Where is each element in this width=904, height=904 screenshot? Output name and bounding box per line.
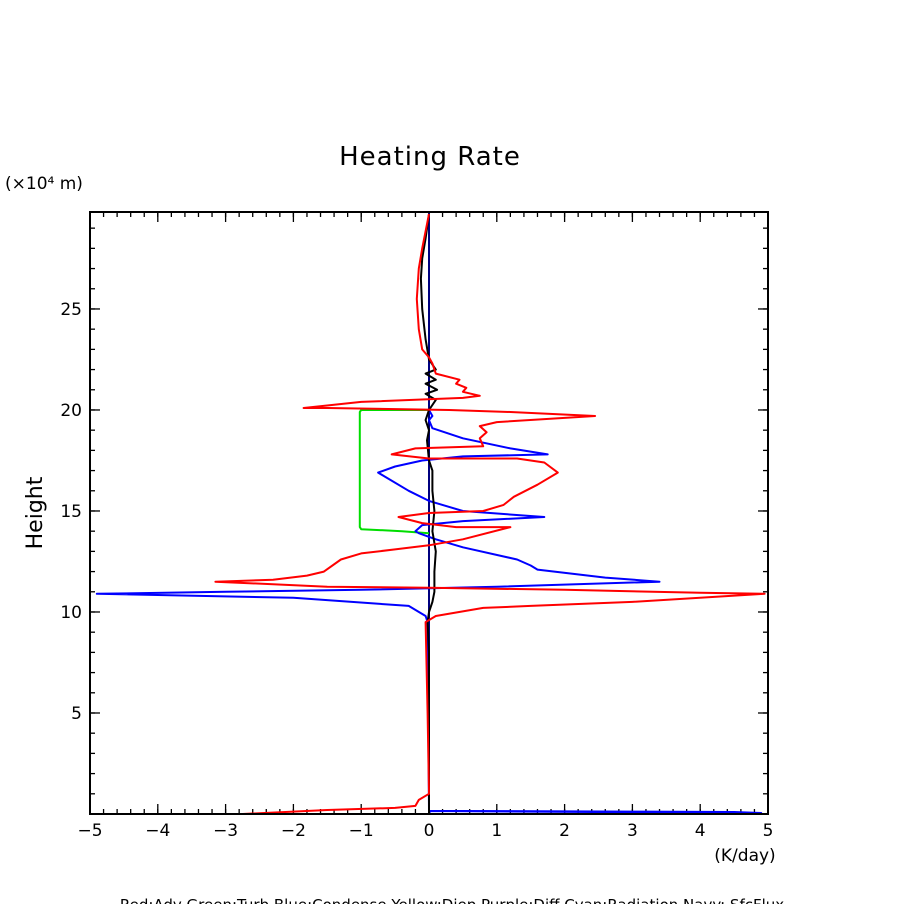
x-tick-label: 1 [491,821,502,841]
x-tick-label: 2 [559,821,570,841]
axis-ticks: −5 −4 −3 −2 −1 0 1 2 3 4 5 5 10 15 20 25 [60,212,773,841]
legend-text: Red:Adv Green:Turb Blue:Condense Yellow:… [120,896,784,904]
x-tick-label: −3 [213,821,238,841]
y-tick-label: 5 [71,704,82,724]
x-tick-label: −5 [77,821,102,841]
x-tick-label: 5 [763,821,774,841]
series-line-red-adv [214,213,766,815]
x-tick-label: 4 [695,821,706,841]
y-tick-label: 15 [60,502,82,522]
y-tick-label: 10 [60,603,82,623]
y-unit-label: (×10⁴ m) [5,174,83,194]
y-axis-label: Height [23,476,48,549]
x-tick-label: −2 [281,821,306,841]
y-tick-label: 25 [60,300,82,320]
plot-frame [89,211,769,815]
x-tick-label: 0 [424,821,435,841]
series-line-black [419,213,439,814]
x-tick-label: −4 [145,821,170,841]
chart-title: Heating Rate [339,142,521,172]
y-tick-label: 20 [60,401,82,421]
x-tick-label: −1 [349,821,374,841]
x-tick-label: 3 [627,821,638,841]
data-series [95,212,766,815]
x-unit-label: (K/day) [714,846,775,866]
